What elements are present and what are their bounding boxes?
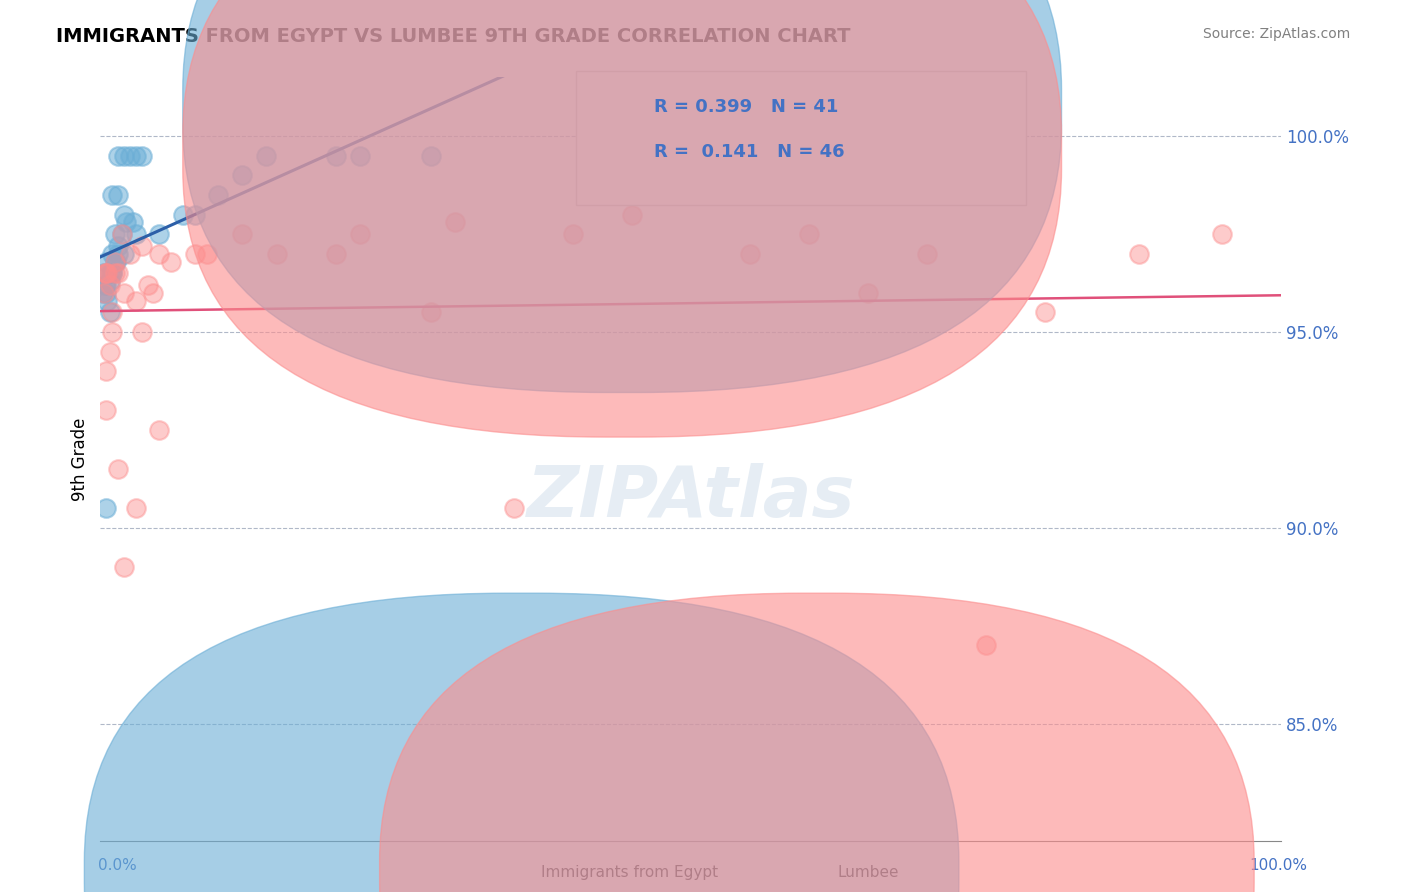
Point [915, 246, 938, 260]
Point [103, 227, 125, 241]
Point [502, 501, 524, 516]
Point [96, 266, 118, 280]
Point [112, 208, 135, 222]
Text: IMMIGRANTS FROM EGYPT VS LUMBEE 9TH GRADE CORRELATION CHART: IMMIGRANTS FROM EGYPT VS LUMBEE 9TH GRAD… [56, 27, 851, 45]
Point [112, 285, 135, 300]
Point [107, 239, 129, 253]
Point [93, 266, 115, 280]
Point [98, 305, 121, 319]
Point [195, 246, 218, 260]
Point [349, 227, 371, 241]
Text: ZIPAtlas: ZIPAtlas [526, 463, 855, 532]
Point [96, 285, 118, 300]
Point [142, 285, 165, 300]
Point [96, 266, 118, 280]
Point [96, 278, 118, 293]
Point [93, 285, 115, 300]
Point [1033, 305, 1056, 319]
Point [125, 293, 148, 308]
Point [101, 246, 124, 260]
Point [125, 227, 148, 241]
Point [738, 246, 761, 260]
Point [1128, 246, 1150, 260]
Text: Immigrants from Egypt: Immigrants from Egypt [541, 865, 718, 880]
Point [98, 278, 121, 293]
Point [107, 462, 129, 476]
Point [103, 254, 125, 268]
Point [104, 254, 127, 268]
Point [112, 560, 135, 574]
Point [118, 149, 141, 163]
Point [107, 266, 129, 280]
Point [96, 501, 118, 516]
Point [207, 188, 229, 202]
Point [231, 169, 253, 183]
Point [131, 325, 153, 339]
Point [266, 246, 288, 260]
Text: 100.0%: 100.0% [1250, 858, 1308, 872]
Point [98, 266, 121, 280]
Point [136, 278, 159, 293]
Point [96, 364, 118, 378]
Point [231, 227, 253, 241]
Point [107, 246, 129, 260]
Point [125, 149, 148, 163]
Point [96, 293, 118, 308]
Point [110, 227, 132, 241]
Point [148, 246, 170, 260]
Point [101, 188, 124, 202]
Point [112, 149, 135, 163]
Point [98, 274, 121, 288]
Text: Lumbee: Lumbee [838, 865, 900, 880]
Point [184, 246, 207, 260]
Point [103, 254, 125, 268]
Point [101, 305, 124, 319]
Point [103, 266, 125, 280]
Point [107, 188, 129, 202]
Point [118, 246, 141, 260]
Point [94, 278, 117, 293]
Point [443, 215, 465, 229]
Point [101, 266, 124, 280]
Point [96, 403, 118, 417]
Text: 0.0%: 0.0% [98, 858, 138, 872]
Point [349, 149, 371, 163]
Point [561, 227, 583, 241]
Point [254, 149, 277, 163]
Text: Source: ZipAtlas.com: Source: ZipAtlas.com [1202, 27, 1350, 41]
Point [131, 149, 153, 163]
Point [122, 215, 145, 229]
Point [98, 344, 121, 359]
Text: R = 0.399   N = 41: R = 0.399 N = 41 [654, 98, 838, 116]
Point [148, 227, 170, 241]
Point [94, 266, 117, 280]
Point [856, 285, 879, 300]
Point [112, 246, 135, 260]
Point [1211, 227, 1233, 241]
Text: R =  0.141   N = 46: R = 0.141 N = 46 [654, 143, 845, 161]
Point [131, 239, 153, 253]
Point [101, 325, 124, 339]
Point [160, 254, 183, 268]
Point [974, 639, 997, 653]
Point [325, 246, 347, 260]
Point [148, 423, 170, 437]
Point [797, 227, 820, 241]
Point [115, 215, 138, 229]
Y-axis label: 9th Grade: 9th Grade [72, 417, 89, 501]
Point [96, 254, 118, 268]
Point [172, 208, 194, 222]
Point [110, 227, 132, 241]
Point [620, 208, 643, 222]
Point [184, 208, 207, 222]
Point [107, 149, 129, 163]
Point [419, 305, 441, 319]
Point [125, 501, 148, 516]
Point [325, 149, 347, 163]
Point [101, 266, 124, 280]
Point [419, 149, 441, 163]
Point [91, 285, 114, 300]
